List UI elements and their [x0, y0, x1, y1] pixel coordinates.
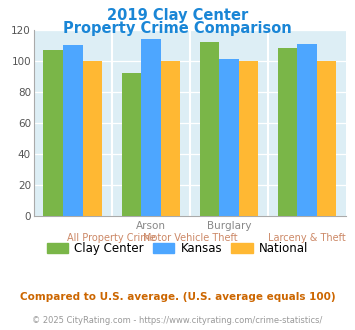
Bar [121, 73, 141, 216]
Text: Arson: Arson [136, 221, 166, 231]
Bar [44, 50, 63, 216]
Text: Larceny & Theft: Larceny & Theft [268, 233, 346, 243]
Bar [239, 61, 258, 216]
Text: All Property Crime: All Property Crime [67, 233, 156, 243]
Text: Property Crime Comparison: Property Crime Comparison [63, 21, 292, 36]
Bar [83, 61, 102, 216]
Text: Compared to U.S. average. (U.S. average equals 100): Compared to U.S. average. (U.S. average … [20, 292, 335, 302]
Text: Motor Vehicle Theft: Motor Vehicle Theft [143, 233, 237, 243]
Bar [63, 45, 82, 216]
Bar [200, 42, 219, 216]
Bar [141, 39, 161, 216]
Text: Burglary: Burglary [207, 221, 251, 231]
Bar [297, 44, 317, 216]
Bar [278, 49, 297, 216]
Bar [160, 61, 180, 216]
Legend: Clay Center, Kansas, National: Clay Center, Kansas, National [42, 237, 313, 260]
Text: © 2025 CityRating.com - https://www.cityrating.com/crime-statistics/: © 2025 CityRating.com - https://www.city… [32, 316, 323, 325]
Bar [317, 61, 336, 216]
Text: 2019 Clay Center: 2019 Clay Center [107, 8, 248, 23]
Bar [219, 59, 239, 216]
